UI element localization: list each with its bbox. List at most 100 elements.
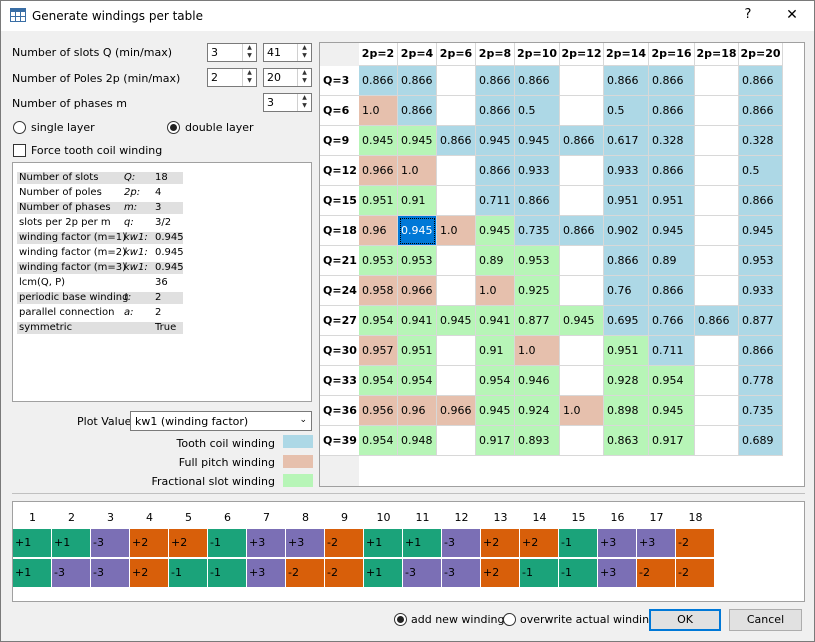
spin-up-icon[interactable]: ▲ xyxy=(247,69,252,76)
row-header[interactable]: Q=12 xyxy=(320,156,359,186)
overwrite-winding-radio[interactable] xyxy=(503,613,516,626)
table-cell[interactable]: 0.958 xyxy=(359,276,398,306)
table-cell[interactable]: 0.76 xyxy=(604,276,649,306)
poles-max-spinbox[interactable]: 20 ▲ ▼ xyxy=(263,68,312,87)
table-cell[interactable]: 0.966 xyxy=(437,396,476,426)
close-button[interactable]: ✕ xyxy=(786,7,798,23)
spin-arrows[interactable]: ▲ ▼ xyxy=(297,94,311,111)
overwrite-winding-label[interactable]: overwrite actual winding xyxy=(520,613,657,626)
plot-value-select[interactable]: kw1 (winding factor) ⌄ xyxy=(130,411,312,431)
table-cell[interactable] xyxy=(695,246,739,276)
table-cell[interactable]: 0.866 xyxy=(476,66,515,96)
spin-arrows[interactable]: ▲ ▼ xyxy=(297,44,311,61)
table-cell[interactable]: 0.877 xyxy=(515,306,560,336)
table-cell[interactable]: 0.945 xyxy=(649,396,695,426)
spin-down-icon[interactable]: ▼ xyxy=(247,77,252,84)
poles-min-spinbox[interactable]: 2 ▲ ▼ xyxy=(207,68,257,87)
spin-arrows[interactable]: ▲ ▼ xyxy=(242,69,256,86)
row-header[interactable]: Q=27 xyxy=(320,306,359,336)
table-cell[interactable]: 0.5 xyxy=(604,96,649,126)
table-cell[interactable] xyxy=(695,126,739,156)
add-new-winding-radio[interactable] xyxy=(394,613,407,626)
table-cell[interactable]: 0.866 xyxy=(604,246,649,276)
table-cell[interactable]: 0.945 xyxy=(437,306,476,336)
table-cell[interactable] xyxy=(560,96,604,126)
table-cell[interactable]: 0.328 xyxy=(649,126,695,156)
table-cell[interactable]: 0.328 xyxy=(739,126,783,156)
spin-down-icon[interactable]: ▼ xyxy=(302,77,307,84)
table-cell[interactable]: 0.866 xyxy=(560,216,604,246)
table-cell[interactable]: 0.902 xyxy=(604,216,649,246)
spin-arrows[interactable]: ▲ ▼ xyxy=(242,44,256,61)
table-cell[interactable]: 0.866 xyxy=(695,306,739,336)
column-header[interactable]: 2p=8 xyxy=(476,43,515,66)
table-cell[interactable] xyxy=(560,276,604,306)
table-cell[interactable]: 0.766 xyxy=(649,306,695,336)
table-cell[interactable] xyxy=(560,366,604,396)
table-cell[interactable]: 0.945 xyxy=(476,396,515,426)
table-cell[interactable] xyxy=(695,186,739,216)
double-layer-label[interactable]: double layer xyxy=(185,121,254,134)
row-header[interactable]: Q=6 xyxy=(320,96,359,126)
table-cell[interactable] xyxy=(695,426,739,456)
help-button[interactable]: ? xyxy=(744,7,752,22)
table-cell[interactable]: 1.0 xyxy=(560,396,604,426)
column-header[interactable]: 2p=14 xyxy=(604,43,649,66)
table-cell[interactable]: 0.941 xyxy=(476,306,515,336)
ok-button[interactable]: OK xyxy=(649,609,721,631)
table-cell[interactable]: 0.956 xyxy=(359,396,398,426)
table-cell[interactable] xyxy=(437,246,476,276)
table-cell[interactable] xyxy=(695,156,739,186)
table-cell[interactable]: 0.945 xyxy=(649,216,695,246)
table-cell[interactable]: 0.863 xyxy=(604,426,649,456)
table-cell[interactable]: 0.711 xyxy=(649,336,695,366)
column-header[interactable]: 2p=6 xyxy=(437,43,476,66)
table-cell[interactable]: 0.917 xyxy=(649,426,695,456)
row-header[interactable]: Q=33 xyxy=(320,366,359,396)
table-cell[interactable]: 0.953 xyxy=(359,246,398,276)
spin-up-icon[interactable]: ▲ xyxy=(247,44,252,51)
row-header[interactable]: Q=3 xyxy=(320,66,359,96)
column-header[interactable]: 2p=10 xyxy=(515,43,560,66)
table-cell[interactable]: 0.866 xyxy=(739,336,783,366)
table-cell[interactable]: 0.957 xyxy=(359,336,398,366)
force-tooth-coil-checkbox[interactable] xyxy=(13,144,26,157)
table-cell[interactable] xyxy=(437,156,476,186)
table-cell[interactable]: 0.866 xyxy=(604,66,649,96)
table-cell[interactable]: 0.866 xyxy=(649,66,695,96)
table-cell[interactable]: 0.951 xyxy=(604,186,649,216)
column-header[interactable]: 2p=20 xyxy=(739,43,783,66)
row-header[interactable]: Q=30 xyxy=(320,336,359,366)
table-cell[interactable] xyxy=(437,276,476,306)
table-cell[interactable] xyxy=(560,246,604,276)
table-cell[interactable]: 0.866 xyxy=(649,96,695,126)
table-cell[interactable]: 0.945 xyxy=(515,126,560,156)
table-cell[interactable] xyxy=(695,396,739,426)
table-cell[interactable]: 0.866 xyxy=(739,96,783,126)
table-cell[interactable]: 0.96 xyxy=(398,396,437,426)
table-cell[interactable]: 0.946 xyxy=(515,366,560,396)
table-cell[interactable]: 0.866 xyxy=(739,66,783,96)
row-header[interactable]: Q=21 xyxy=(320,246,359,276)
table-cell[interactable] xyxy=(560,336,604,366)
table-cell[interactable] xyxy=(437,96,476,126)
table-cell[interactable]: 1.0 xyxy=(476,276,515,306)
table-cell[interactable] xyxy=(560,186,604,216)
table-cell[interactable]: 0.941 xyxy=(398,306,437,336)
table-cell[interactable]: 0.711 xyxy=(476,186,515,216)
cancel-button[interactable]: Cancel xyxy=(729,609,802,631)
table-cell[interactable]: 0.778 xyxy=(739,366,783,396)
table-cell[interactable]: 0.945 xyxy=(476,126,515,156)
table-cell[interactable]: 0.866 xyxy=(560,126,604,156)
table-cell[interactable]: 0.945 xyxy=(398,126,437,156)
row-header[interactable]: Q=36 xyxy=(320,396,359,426)
table-cell[interactable]: 0.893 xyxy=(515,426,560,456)
table-cell[interactable] xyxy=(695,276,739,306)
slots-max-spinbox[interactable]: 41 ▲ ▼ xyxy=(263,43,312,62)
spin-up-icon[interactable]: ▲ xyxy=(302,69,307,76)
table-cell[interactable]: 0.89 xyxy=(649,246,695,276)
table-cell[interactable]: 0.954 xyxy=(649,366,695,396)
table-cell[interactable]: 0.945 xyxy=(359,126,398,156)
winding-factor-table[interactable]: 2p=2 2p=4 2p=6 2p=8 2p=10 2p=12 2p=14 2p=16 2p=1… xyxy=(319,42,805,487)
table-cell[interactable] xyxy=(695,336,739,366)
